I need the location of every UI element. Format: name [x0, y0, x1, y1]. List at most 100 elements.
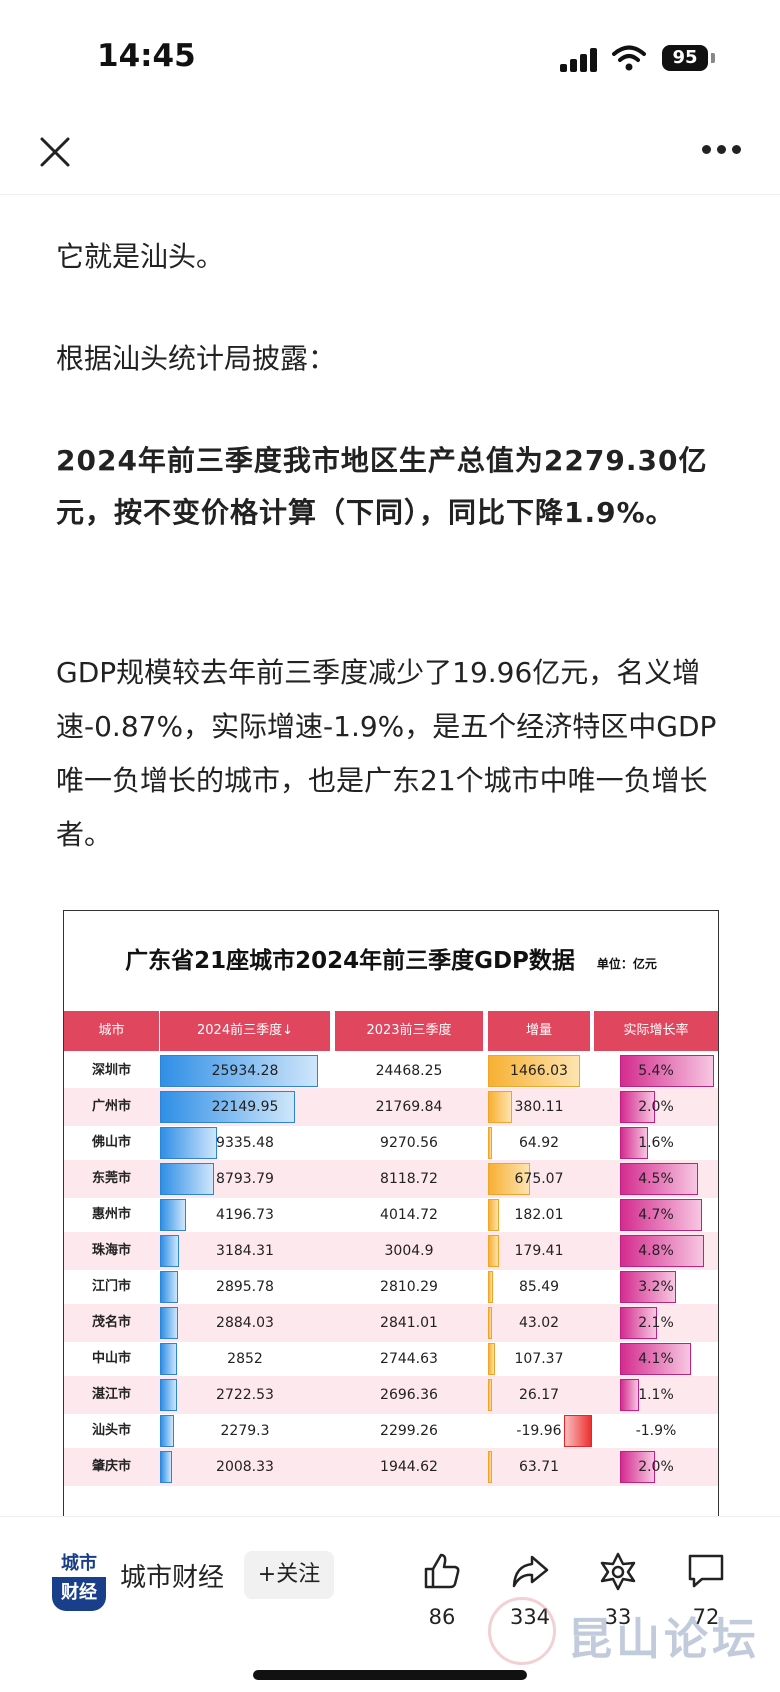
home-indicator[interactable]: [253, 1670, 527, 1680]
gdp2023-cell: 21769.84: [375, 1099, 443, 1115]
city-cell: 江门市: [91, 1279, 131, 1294]
like-button[interactable]: 86: [412, 1551, 472, 1629]
share-icon: [512, 1555, 549, 1588]
gdp2024-cell: 9335.48: [216, 1135, 274, 1151]
increase-bar: [488, 1271, 494, 1303]
increase-cell: 179.41: [514, 1243, 564, 1259]
table-row: 广州市 22149.95 21769.84 380.11 2.0%: [64, 1088, 718, 1126]
rate-cell: 2.0%: [638, 1459, 674, 1475]
gdp2023-cell: 2841.01: [380, 1315, 438, 1331]
gdp2024-cell: 8793.79: [216, 1171, 274, 1187]
rate-cell: 1.1%: [638, 1387, 674, 1403]
chart-title: 广东省21座城市2024年前三季度GDP数据 单位：亿元: [64, 941, 718, 975]
gdp2024-cell: 2279.3: [220, 1423, 270, 1439]
table-row: 湛江市 2722.53 2696.36 26.17 1.1%: [64, 1376, 718, 1414]
increase-cell: -19.96: [516, 1423, 562, 1439]
gdp2024-bar: [160, 1379, 177, 1411]
gdp2024-cell: 2884.03: [216, 1315, 274, 1331]
status-time: 14:45: [97, 38, 196, 74]
city-cell: 珠海市: [91, 1243, 131, 1258]
comment-count: 72: [692, 1605, 720, 1629]
gdp2024-bar: [160, 1235, 180, 1267]
gdp2024-cell: 2852: [227, 1351, 263, 1367]
rate-cell: 4.1%: [638, 1351, 674, 1367]
gdp-table-image[interactable]: 广东省21座城市2024年前三季度GDP数据 单位：亿元 城市 2024前三季度↓…: [63, 910, 719, 1516]
increase-bar: [488, 1235, 500, 1267]
gdp2024-bar: [160, 1055, 318, 1087]
table-row: 江门市 2895.78 2810.29 85.49 3.2%: [64, 1268, 718, 1306]
gdp2023-cell: 8118.72: [380, 1171, 438, 1187]
follow-button[interactable]: +关注: [244, 1551, 334, 1599]
rate-bar: [620, 1271, 676, 1303]
logo-bottom-text: 财经: [52, 1577, 106, 1611]
gdp2023-cell: 9270.56: [380, 1135, 438, 1151]
gdp2023-cell: 2696.36: [380, 1387, 438, 1403]
rate-bar: [620, 1451, 655, 1483]
wifi-icon: [612, 45, 646, 71]
increase-cell: 182.01: [514, 1207, 564, 1223]
battery-tip: [711, 53, 715, 63]
thumbs-up-icon: [424, 1553, 460, 1589]
gdp2024-cell: 4196.73: [216, 1207, 274, 1223]
close-icon[interactable]: [38, 135, 72, 169]
chart-title-text: 广东省21座城市2024年前三季度GDP数据: [125, 948, 575, 974]
rate-cell: 4.8%: [638, 1243, 674, 1259]
signal-icon: [560, 48, 600, 72]
comment-button[interactable]: 72: [676, 1551, 736, 1629]
rate-cell: 1.6%: [638, 1135, 674, 1151]
city-cell: 汕头市: [91, 1423, 131, 1438]
city-cell: 佛山市: [91, 1135, 131, 1150]
rate-cell: 2.0%: [638, 1099, 674, 1115]
gdp2024-cell: 3184.31: [216, 1243, 274, 1259]
increase-cell: 107.37: [514, 1351, 564, 1367]
favorite-count: 33: [604, 1605, 632, 1629]
rate-cell: 3.2%: [638, 1279, 674, 1295]
rate-bar: [620, 1055, 714, 1087]
increase-cell: 63.71: [518, 1459, 560, 1475]
watermark: 昆山论坛: [488, 1597, 778, 1667]
rate-bar: [620, 1343, 692, 1375]
top-nav: [0, 112, 780, 195]
gdp2024-bar: [160, 1127, 217, 1159]
increase-bar: [488, 1307, 492, 1339]
header-rate: 实际增长率: [594, 1011, 718, 1051]
gdp2023-cell: 4014.72: [380, 1207, 438, 1223]
gdp2023-cell: 2810.29: [380, 1279, 438, 1295]
table-row: 东莞市 8793.79 8118.72 675.07 4.5%: [64, 1160, 718, 1198]
gdp2024-cell: 2895.78: [216, 1279, 274, 1295]
favorite-button[interactable]: 33: [588, 1551, 648, 1629]
increase-cell: 380.11: [514, 1099, 564, 1115]
increase-bar: [564, 1415, 592, 1447]
rate-bar: [620, 1307, 657, 1339]
gdp2024-bar: [160, 1343, 178, 1375]
more-icon[interactable]: [702, 145, 742, 157]
table-row: 珠海市 3184.31 3004.9 179.41 4.8%: [64, 1232, 718, 1270]
gdp2023-cell: 3004.9: [384, 1243, 434, 1259]
city-cell: 肇庆市: [91, 1459, 131, 1474]
watermark-text: 昆山论坛: [568, 1614, 760, 1665]
table-row: 中山市 2852 2744.63 107.37 4.1%: [64, 1340, 718, 1378]
gdp2024-cell: 2722.53: [216, 1387, 274, 1403]
status-bar: 14:45 95: [0, 0, 780, 112]
table-row: 茂名市 2884.03 2841.01 43.02 2.1%: [64, 1304, 718, 1342]
author-name[interactable]: 城市财经: [120, 1563, 225, 1593]
table-row: 惠州市 4196.73 4014.72 182.01 4.7%: [64, 1196, 718, 1234]
table-row: 汕头市 2279.3 2299.26 -19.96 -1.9%: [64, 1412, 718, 1450]
watermark-logo-icon: [488, 1597, 556, 1665]
table-header: 城市 2024前三季度↓ 2023前三季度 增量 实际增长率: [64, 1011, 718, 1051]
header-2024: 2024前三季度↓: [160, 1011, 330, 1051]
table-row: 深圳市 25934.28 24468.25 1466.03 5.4%: [64, 1052, 718, 1090]
rate-bar: [620, 1091, 655, 1123]
rate-cell: 5.4%: [638, 1063, 674, 1079]
article-paragraph: 根据汕头统计局披露：: [56, 342, 337, 375]
increase-cell: 43.02: [518, 1315, 560, 1331]
city-cell: 茂名市: [91, 1315, 131, 1330]
rate-bar: [620, 1235, 704, 1267]
header-2023: 2023前三季度: [335, 1011, 483, 1051]
rate-cell: 4.7%: [638, 1207, 674, 1223]
gdp2024-bar: [160, 1163, 214, 1195]
gdp2024-bar: [160, 1451, 173, 1483]
increase-cell: 64.92: [518, 1135, 560, 1151]
gdp2023-cell: 1944.62: [380, 1459, 438, 1475]
author-avatar[interactable]: 城市 财经: [52, 1553, 106, 1613]
